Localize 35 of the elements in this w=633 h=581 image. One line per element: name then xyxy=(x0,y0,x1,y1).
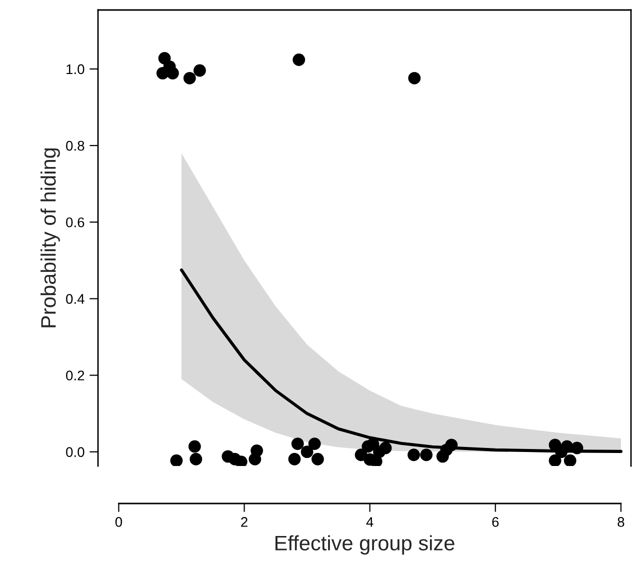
point xyxy=(170,454,183,466)
x-tick-label: 4 xyxy=(366,517,374,527)
point xyxy=(248,452,262,466)
point xyxy=(291,438,304,450)
point xyxy=(188,440,201,453)
point xyxy=(183,72,196,84)
point xyxy=(300,446,314,458)
y-tick-label: 0.8 xyxy=(66,140,84,151)
point xyxy=(408,448,420,462)
y-tick-label: 0.6 xyxy=(66,217,84,228)
point xyxy=(570,442,584,454)
point xyxy=(440,444,453,456)
point xyxy=(379,442,392,454)
y-tick-label: 0.0 xyxy=(66,447,84,458)
y-axis-title: Probability of hiding xyxy=(40,148,60,328)
point xyxy=(292,54,306,66)
point xyxy=(548,454,562,466)
point xyxy=(288,452,301,466)
point xyxy=(308,438,321,450)
y-tick-label: 1.0 xyxy=(66,64,84,74)
point xyxy=(312,452,324,466)
y-tick-label: 0.2 xyxy=(66,370,84,380)
x-axis-title: Effective group size xyxy=(275,535,454,555)
x-tick-label: 0 xyxy=(115,517,122,527)
x-tick-label: 2 xyxy=(241,517,248,527)
point xyxy=(420,448,433,462)
point xyxy=(190,452,202,466)
point xyxy=(564,454,576,466)
x-tick-label: 8 xyxy=(618,517,624,527)
y-tick-label: 0.4 xyxy=(66,294,84,304)
point xyxy=(228,452,242,466)
point xyxy=(408,72,421,84)
x-tick-label: 6 xyxy=(492,517,499,527)
point xyxy=(555,446,568,458)
point xyxy=(193,64,206,77)
